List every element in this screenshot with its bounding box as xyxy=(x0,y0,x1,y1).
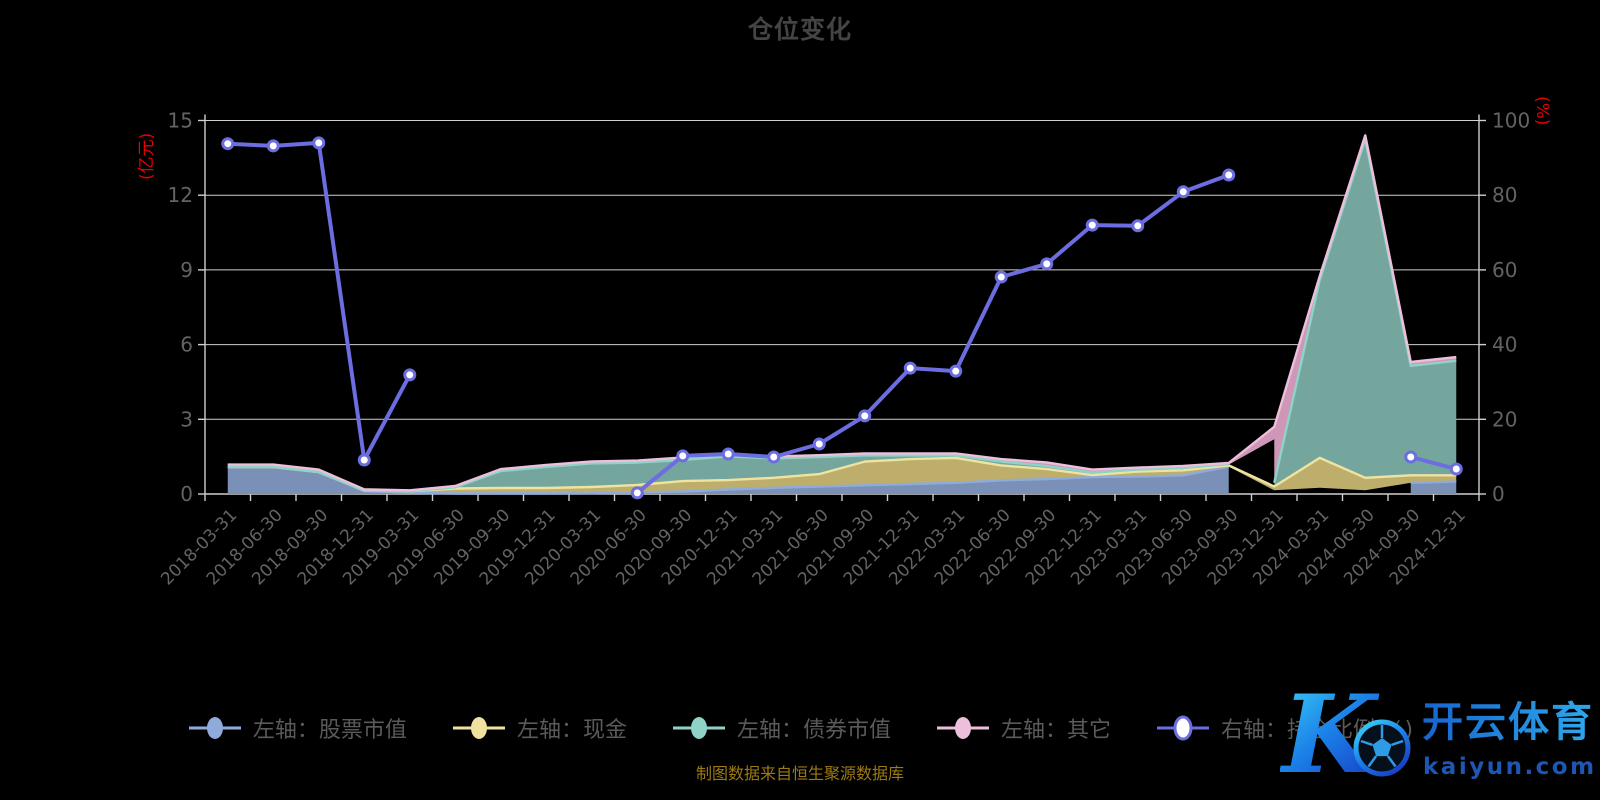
legend-item-1[interactable]: 左轴：现金 xyxy=(451,712,627,744)
x-axis-labels: 2018-03-312018-06-302018-09-302018-12-31… xyxy=(157,505,1470,589)
ratio-point[interactable] xyxy=(814,439,824,449)
left-axis-labels: 0 3 6 9 12 15 xyxy=(168,109,193,507)
ratio-point[interactable] xyxy=(405,370,415,380)
watermark-domain: kaiyun.com xyxy=(1423,754,1596,780)
ratio-point[interactable] xyxy=(268,141,278,151)
ratio-line xyxy=(228,143,410,460)
ratio-point[interactable] xyxy=(632,488,642,498)
svg-text:100: 100 xyxy=(1492,109,1530,133)
svg-text:20: 20 xyxy=(1492,407,1517,431)
svg-text:0: 0 xyxy=(1492,482,1505,506)
kaiyun-watermark: K 开云体育 kaiyun.com xyxy=(1280,672,1596,798)
svg-text:9: 9 xyxy=(180,258,193,282)
ratio-point[interactable] xyxy=(996,272,1006,282)
svg-text:6: 6 xyxy=(180,333,193,357)
ratio-point[interactable] xyxy=(1224,170,1234,180)
svg-text:60: 60 xyxy=(1492,258,1517,282)
legend-label: 左轴：其它 xyxy=(1001,712,1111,744)
ratio-point[interactable] xyxy=(1133,221,1143,231)
ratio-point[interactable] xyxy=(314,138,324,148)
area-other xyxy=(228,135,1457,491)
legend-marker-icon xyxy=(451,715,507,741)
svg-text:15: 15 xyxy=(168,109,193,133)
area-bond xyxy=(1274,139,1456,486)
ratio-point[interactable] xyxy=(905,363,915,373)
soccer-ball-icon xyxy=(1356,722,1408,774)
svg-text:40: 40 xyxy=(1492,333,1517,357)
legend-item-0[interactable]: 左轴：股票市值 xyxy=(187,712,407,744)
right-axis-labels: 0 20 40 60 80 100 xyxy=(1492,109,1530,507)
chart-page: 仓位变化 03691215020406080100(亿元)(%)2018-03-… xyxy=(0,0,1600,800)
svg-text:3: 3 xyxy=(180,407,193,431)
legend-item-2[interactable]: 左轴：债券市值 xyxy=(671,712,891,744)
ratio-point[interactable] xyxy=(951,366,961,376)
left-axis-name: (亿元) xyxy=(137,133,157,180)
legend-label: 左轴：股票市值 xyxy=(253,712,407,744)
ratio-point[interactable] xyxy=(1042,259,1052,269)
ratio-point[interactable] xyxy=(723,449,733,459)
svg-text:0: 0 xyxy=(180,482,193,506)
legend-marker-icon xyxy=(671,715,727,741)
ratio-point[interactable] xyxy=(223,139,233,149)
right-axis-name: (%) xyxy=(1532,96,1552,125)
legend-marker-icon xyxy=(187,715,243,741)
ratio-point[interactable] xyxy=(1087,220,1097,230)
ratio-point[interactable] xyxy=(1451,464,1461,474)
legend-item-3[interactable]: 左轴：其它 xyxy=(935,712,1111,744)
legend-label: 左轴：现金 xyxy=(517,712,627,744)
svg-text:12: 12 xyxy=(168,183,193,207)
ratio-point[interactable] xyxy=(860,411,870,421)
legend-label: 左轴：债券市值 xyxy=(737,712,891,744)
area-edge-stock xyxy=(1411,482,1457,483)
ratio-point[interactable] xyxy=(359,455,369,465)
legend-marker-icon xyxy=(935,715,991,741)
area-fills xyxy=(228,135,1457,494)
ratio-point[interactable] xyxy=(769,452,779,462)
svg-text:80: 80 xyxy=(1492,183,1517,207)
ratio-point[interactable] xyxy=(1406,452,1416,462)
legend-marker-icon xyxy=(1155,715,1211,741)
ratio-point[interactable] xyxy=(678,451,688,461)
watermark-brand: 开云体育 xyxy=(1422,698,1594,746)
ratio-point[interactable] xyxy=(1178,187,1188,197)
